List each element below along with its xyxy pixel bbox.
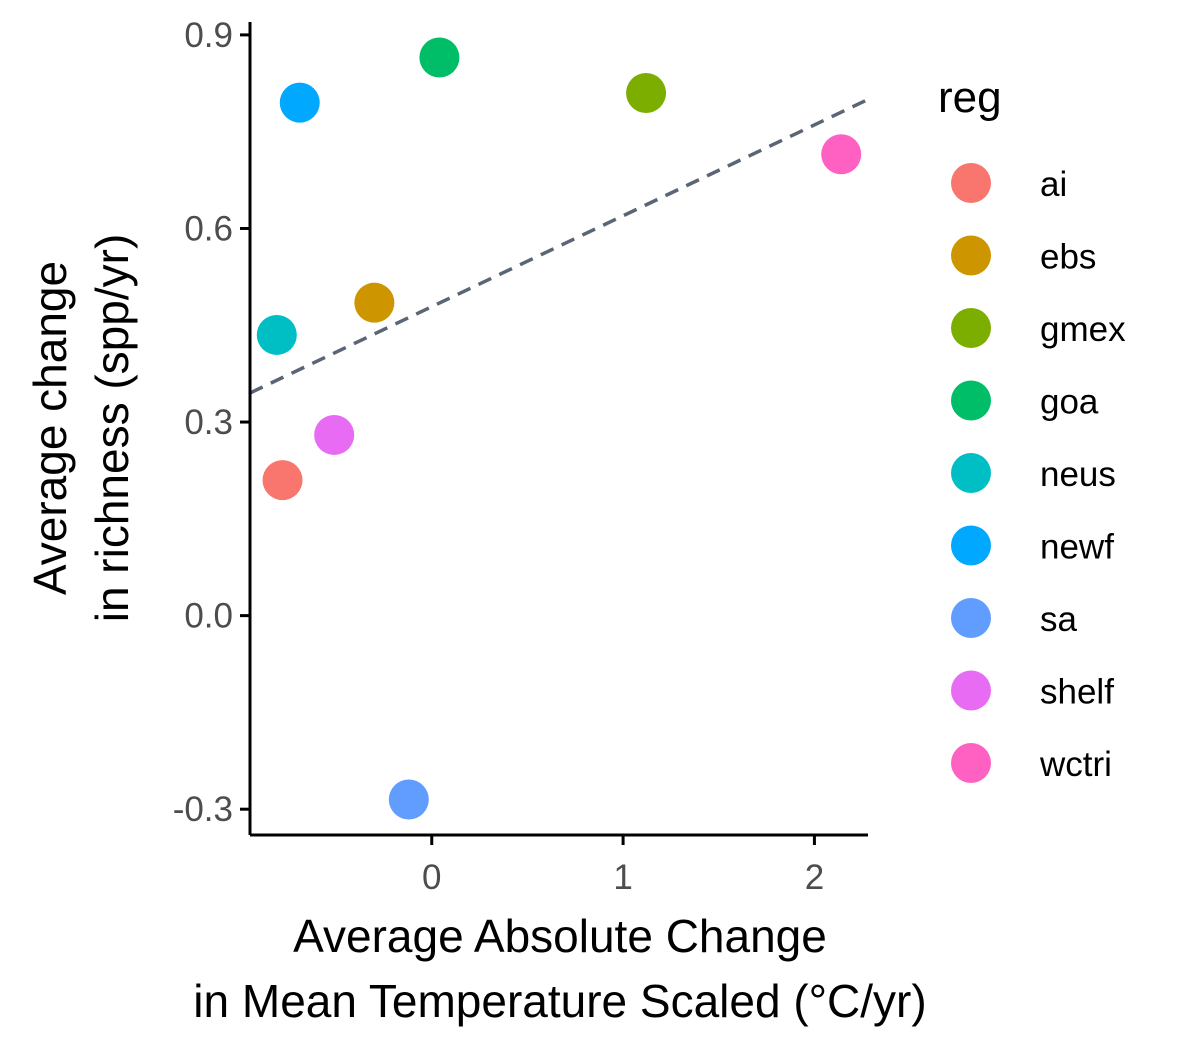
y-tick-label: 0.9: [184, 16, 233, 55]
legend-label-gmex: gmex: [1040, 310, 1126, 349]
legend-key-gmex: [951, 308, 991, 348]
y-axis-title-line-1: Average change: [24, 261, 76, 595]
legend-items: ai ebs gmex goa neus newf sa shelf wctri: [951, 163, 1126, 784]
legend-label-sa: sa: [1040, 600, 1078, 639]
legend-key-ebs: [951, 235, 991, 276]
y-ticks: -0.3 0.0 0.3 0.6 0.9: [173, 16, 250, 829]
x-axis-title-line-2: in Mean Temperature Scaled (°C/yr): [193, 975, 926, 1027]
legend-key-sa: [951, 598, 991, 638]
legend-label-newf: newf: [1040, 528, 1114, 567]
legend-item-neus: neus: [951, 453, 1116, 494]
legend-key-ai: [951, 163, 991, 203]
legend-label-ebs: ebs: [1040, 238, 1096, 277]
point-sa: [388, 779, 429, 820]
y-tick-label: 0.3: [184, 403, 233, 442]
legend-item-wctri: wctri: [951, 743, 1112, 784]
point-goa: [419, 37, 460, 78]
x-tick-label: 0: [422, 858, 441, 897]
y-tick-label: -0.3: [173, 790, 233, 829]
trend-line-layer: [249, 97, 869, 395]
legend-key-neus: [951, 453, 991, 493]
legend-label-ai: ai: [1040, 165, 1067, 204]
y-axis-title-line-2: in richness (spp/yr): [86, 234, 138, 623]
legend: reg ai ebs gmex goa neus newf sa shelf wctri: [938, 73, 1126, 784]
point-neus: [256, 314, 297, 355]
x-tick-label: 2: [805, 858, 824, 897]
legend-label-goa: goa: [1040, 383, 1099, 422]
y-tick-label: 0.0: [184, 597, 233, 636]
legend-label-shelf: shelf: [1040, 673, 1114, 712]
legend-item-gmex: gmex: [951, 308, 1126, 349]
point-ebs: [354, 282, 395, 323]
legend-key-wctri: [951, 743, 991, 783]
point-wctri: [821, 134, 862, 175]
trend-line: [249, 97, 869, 395]
point-ai: [262, 460, 303, 501]
x-tick-label: 1: [613, 858, 632, 897]
legend-item-goa: goa: [951, 380, 1099, 422]
legend-item-ebs: ebs: [951, 235, 1096, 277]
legend-item-sa: sa: [951, 598, 1078, 639]
legend-label-wctri: wctri: [1039, 745, 1112, 784]
legend-item-shelf: shelf: [951, 670, 1114, 712]
points-layer: [256, 37, 862, 820]
legend-item-ai: ai: [951, 163, 1067, 204]
axes: [248, 22, 868, 837]
point-newf: [279, 82, 320, 123]
y-tick-label: 0.6: [184, 209, 233, 248]
legend-label-neus: neus: [1040, 455, 1116, 494]
legend-title: reg: [938, 73, 1002, 122]
x-ticks: 0 1 2: [422, 835, 824, 897]
legend-item-newf: newf: [951, 525, 1114, 567]
point-gmex: [626, 72, 667, 113]
point-shelf: [314, 414, 355, 455]
legend-key-newf: [951, 525, 991, 566]
x-axis-title-line-1: Average Absolute Change: [293, 910, 827, 962]
legend-key-goa: [951, 380, 991, 421]
legend-key-shelf: [951, 670, 991, 711]
